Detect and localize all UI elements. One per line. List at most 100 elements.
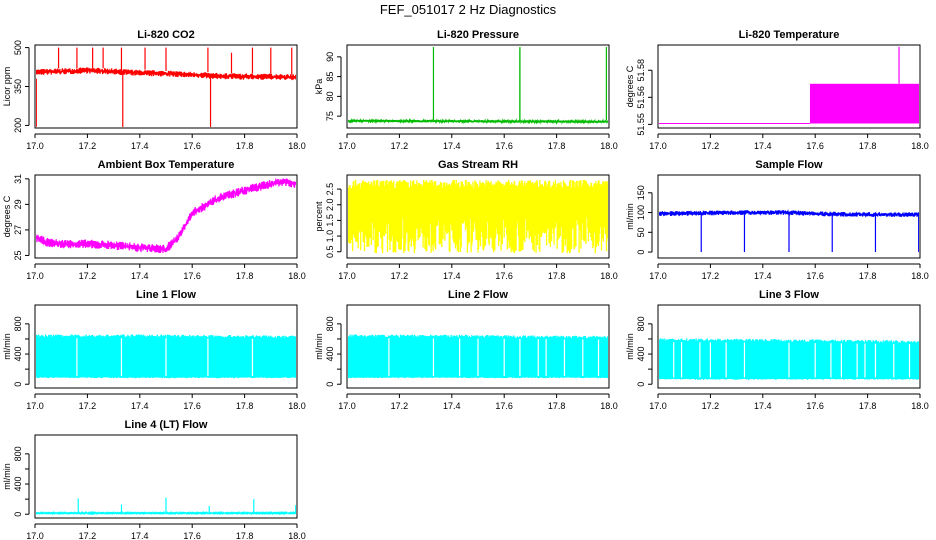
x-tick-label: 17.2	[79, 141, 97, 151]
x-tick-label: 18.0	[911, 141, 929, 151]
chart-sample-flow: Sample Flow 17.0 17.2 17.4 17.6 17.8 18.0 0 50 10…	[625, 159, 929, 281]
x-tick-label: 17.0	[338, 141, 356, 151]
x-tick-label: 17.6	[495, 141, 513, 151]
plot-frame	[34, 44, 298, 129]
y-axis-label: kPa	[314, 79, 324, 95]
y-tick-label: 0	[13, 512, 23, 517]
y-tick-label: 800	[13, 446, 23, 461]
x-tick-label: 18.0	[288, 271, 306, 281]
x-tick-label: 17.8	[859, 401, 877, 411]
y-axis-label: ml/min	[2, 463, 12, 490]
chart-title: Li-820 Pressure	[437, 29, 519, 41]
y-tick-label: 800	[325, 316, 335, 331]
plot-frame	[346, 304, 610, 389]
y-tick-label: 2.5	[325, 183, 335, 196]
x-tick-label: 17.0	[26, 401, 44, 411]
x-tick-label: 17.0	[26, 271, 44, 281]
x-tick-label: 17.0	[338, 271, 356, 281]
y-axis-label: ml/min	[625, 203, 635, 230]
x-tick-label: 17.6	[183, 271, 201, 281]
x-tick-label: 17.4	[754, 141, 772, 151]
plot-frame	[34, 434, 298, 519]
y-tick-label: 25	[13, 250, 23, 260]
y-tick-label: 80	[325, 91, 335, 101]
chart-title: Line 2 Flow	[448, 289, 508, 301]
y-tick-label: 400	[13, 477, 23, 492]
y-tick-label: 75	[325, 111, 335, 121]
y-tick-label: 31	[13, 174, 23, 184]
x-tick-label: 17.4	[131, 401, 149, 411]
plot-data	[348, 46, 608, 125]
y-tick-label: 50	[636, 227, 646, 237]
x-tick-label: 17.6	[495, 271, 513, 281]
x-tick-label: 17.4	[443, 271, 461, 281]
plot-data	[348, 179, 608, 254]
y-axis-label: Licor ppm	[2, 67, 12, 107]
y-tick-label: 0.5	[325, 245, 335, 258]
plot-data	[659, 338, 919, 380]
figure-title: FEF_051017 2 Hz Diagnostics	[379, 2, 557, 17]
y-tick-label: 51.55	[636, 113, 646, 136]
x-tick-label: 17.4	[131, 271, 149, 281]
x-tick-label: 17.2	[79, 271, 97, 281]
chart-title: Sample Flow	[755, 159, 823, 171]
plot-data	[659, 46, 919, 124]
x-tick-label: 17.4	[443, 141, 461, 151]
x-tick-label: 17.2	[702, 271, 720, 281]
x-tick-label: 17.8	[548, 271, 566, 281]
chart-title: Li-820 Temperature	[739, 29, 840, 41]
plot-frame	[346, 174, 610, 259]
y-tick-label: 1.0	[325, 230, 335, 243]
x-tick-label: 17.0	[649, 141, 667, 151]
x-tick-label: 17.6	[183, 141, 201, 151]
series-pressure	[348, 117, 608, 125]
y-axis-label: ml/min	[2, 333, 12, 360]
x-tick-label: 17.2	[391, 401, 409, 411]
x-tick-label: 17.4	[131, 141, 149, 151]
x-tick-label: 17.2	[702, 401, 720, 411]
x-tick-label: 17.4	[754, 401, 772, 411]
y-tick-label: 0	[636, 250, 646, 255]
y-axis-label: ml/min	[625, 333, 635, 360]
series-co2	[36, 67, 296, 81]
y-tick-label: 0	[325, 382, 335, 387]
x-tick-label: 17.6	[183, 531, 201, 540]
x-tick-label: 17.8	[859, 141, 877, 151]
chart-pressure: Li-820 Pressure 17.0 17.2 17.4 17.6 17.8 18.0 7…	[314, 29, 618, 151]
y-tick-label: 400	[13, 347, 23, 362]
x-tick-label: 17.4	[754, 271, 772, 281]
y-tick-label: 1.5	[325, 214, 335, 227]
plot-data	[36, 178, 296, 254]
x-tick-label: 17.8	[548, 141, 566, 151]
x-tick-label: 18.0	[288, 141, 306, 151]
x-tick-label: 17.8	[548, 401, 566, 411]
x-tick-label: 17.8	[236, 531, 254, 540]
x-tick-label: 18.0	[600, 401, 618, 411]
x-tick-label: 18.0	[600, 271, 618, 281]
y-tick-label: 0	[636, 382, 646, 387]
x-tick-label: 17.2	[79, 401, 97, 411]
plot-data	[36, 47, 296, 127]
y-tick-label: 2.0	[325, 198, 335, 211]
x-tick-label: 17.2	[702, 141, 720, 151]
y-tick-label: 90	[325, 52, 335, 62]
x-tick-label: 17.6	[183, 401, 201, 411]
x-tick-label: 17.0	[649, 271, 667, 281]
chart-line2-flow: Line 2 Flow 17.0 17.2 17.4 17.6 17.8 18.0 0 400 8…	[314, 289, 618, 411]
chart-gas-rh: Gas Stream RH 17.0 17.2 17.4 17.6 17.8 18.0 0.5…	[314, 159, 618, 281]
y-tick-label: 400	[636, 347, 646, 362]
x-tick-label: 17.0	[649, 401, 667, 411]
y-tick-label: 85	[325, 72, 335, 82]
x-tick-label: 18.0	[288, 401, 306, 411]
x-tick-label: 17.8	[236, 141, 254, 151]
plot-frame	[346, 44, 610, 129]
x-tick-label: 17.8	[859, 271, 877, 281]
chart-title: Ambient Box Temperature	[98, 159, 235, 171]
x-tick-label: 17.4	[443, 401, 461, 411]
series-ambient	[36, 178, 296, 254]
x-tick-label: 17.6	[495, 401, 513, 411]
plot-frame	[657, 174, 921, 259]
plot-data	[348, 334, 608, 379]
x-tick-label: 18.0	[911, 271, 929, 281]
